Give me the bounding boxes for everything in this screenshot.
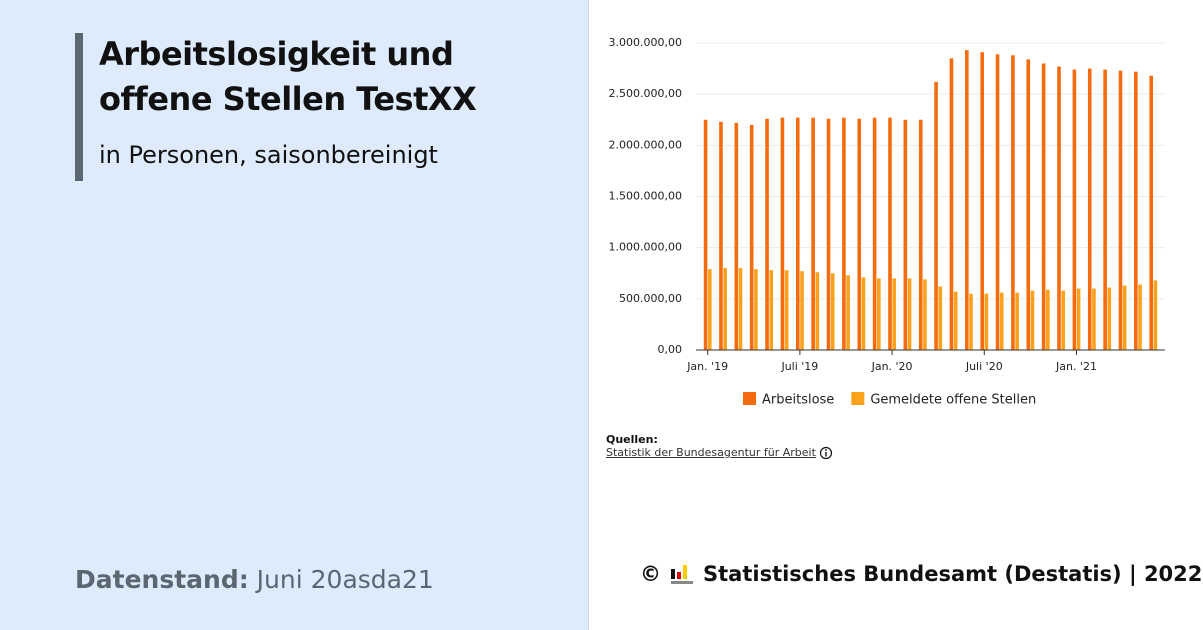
bar — [1030, 290, 1035, 350]
bar — [888, 117, 892, 350]
bar — [842, 117, 846, 350]
bar — [811, 117, 815, 350]
bar — [995, 54, 1000, 351]
bar — [846, 275, 850, 350]
bar — [826, 118, 831, 350]
legend-label: Arbeitslose — [762, 393, 834, 408]
x-tick-label: Jan. '19 — [686, 360, 728, 373]
bar — [1087, 68, 1092, 350]
bar — [903, 119, 908, 350]
bar — [719, 121, 723, 351]
bar — [1138, 284, 1142, 350]
bar — [1107, 287, 1112, 350]
bar — [965, 50, 969, 351]
logo — [671, 565, 693, 584]
bar — [953, 291, 958, 350]
y-tick-label: 3.000.000,00 — [609, 36, 682, 49]
bar — [784, 270, 789, 350]
x-tick-label: Jan. '20 — [871, 360, 913, 373]
x-tick-label: Juli '19 — [780, 360, 818, 373]
bar — [734, 122, 739, 350]
bar — [707, 269, 712, 350]
bar — [1026, 59, 1031, 351]
y-tick-label: 500.000,00 — [619, 292, 682, 305]
data-date-label: Datenstand: — [75, 565, 249, 594]
bar — [830, 273, 835, 350]
bar — [703, 119, 708, 350]
bar — [892, 278, 896, 350]
bar — [815, 272, 820, 350]
bar — [934, 81, 938, 351]
bar — [723, 268, 727, 350]
bar — [1149, 75, 1154, 350]
bar — [877, 278, 881, 350]
bar — [949, 58, 954, 350]
bar — [1092, 288, 1096, 350]
bar — [1015, 292, 1019, 350]
bar — [738, 268, 743, 350]
sources-label: Quellen: — [606, 433, 658, 446]
bar — [999, 292, 1004, 350]
bar — [980, 52, 984, 351]
bar — [872, 117, 877, 350]
source-link[interactable]: Statistik der Bundesagentur für Arbeit — [606, 446, 816, 459]
title: Arbeitslosigkeit und offene Stellen Test… — [99, 35, 477, 118]
footer: © Statistisches Bundesamt (Destatis) | 2… — [640, 562, 1202, 586]
legend-swatch — [851, 392, 865, 405]
bar — [1122, 285, 1127, 350]
bar — [1072, 69, 1077, 351]
bar — [780, 117, 785, 350]
bar — [1076, 288, 1081, 350]
x-tick-label: Jan. '21 — [1055, 360, 1097, 373]
y-tick-label: 1.500.000,00 — [609, 190, 682, 203]
legend-swatch — [743, 392, 756, 405]
y-tick-label: 2.500.000,00 — [609, 87, 682, 100]
y-tick-label: 2.000.000,00 — [609, 138, 682, 151]
bar — [795, 117, 800, 350]
data-date-value: Juni 20asda21 — [256, 565, 434, 594]
sources: Quellen: Statistik der Bundesagentur für… — [606, 433, 833, 460]
publisher: Statistisches Bundesamt (Destatis) | 202… — [703, 562, 1203, 586]
accent-bar — [75, 33, 83, 181]
bar — [1153, 280, 1158, 350]
bar — [1046, 289, 1050, 350]
data-date: Datenstand: Juni 20asda21 — [75, 565, 434, 594]
bar — [907, 278, 912, 350]
bar — [923, 279, 927, 350]
subtitle: in Personen, saisonbereinigt — [99, 141, 438, 169]
copyright: © — [640, 562, 661, 586]
bar — [1057, 66, 1061, 350]
bar — [749, 124, 754, 350]
bar — [754, 269, 758, 350]
bar — [800, 271, 804, 350]
legend-label: Gemeldete offene Stellen — [870, 393, 1036, 408]
bar — [861, 277, 866, 350]
bar — [984, 293, 989, 350]
bar — [918, 119, 923, 350]
bar — [857, 118, 862, 350]
bar — [1103, 69, 1107, 351]
bar — [769, 270, 774, 350]
bar — [1041, 63, 1046, 350]
bar — [1134, 71, 1138, 351]
bar — [938, 286, 943, 350]
info-icon[interactable] — [819, 446, 833, 460]
x-tick-label: Juli '20 — [965, 360, 1003, 373]
bar — [1061, 290, 1066, 350]
bar — [1118, 70, 1123, 350]
y-tick-label: 0,00 — [658, 343, 683, 356]
bar — [969, 293, 973, 350]
chart: 0,00 500.000,00 1.000.000,00 1.500.000,00 2.… — [609, 36, 1165, 408]
left-panel: Arbeitslosigkeit und offene Stellen Test… — [0, 0, 589, 630]
y-tick-label: 1.000.000,00 — [609, 241, 682, 254]
bar — [1011, 55, 1015, 350]
bar — [765, 118, 769, 350]
